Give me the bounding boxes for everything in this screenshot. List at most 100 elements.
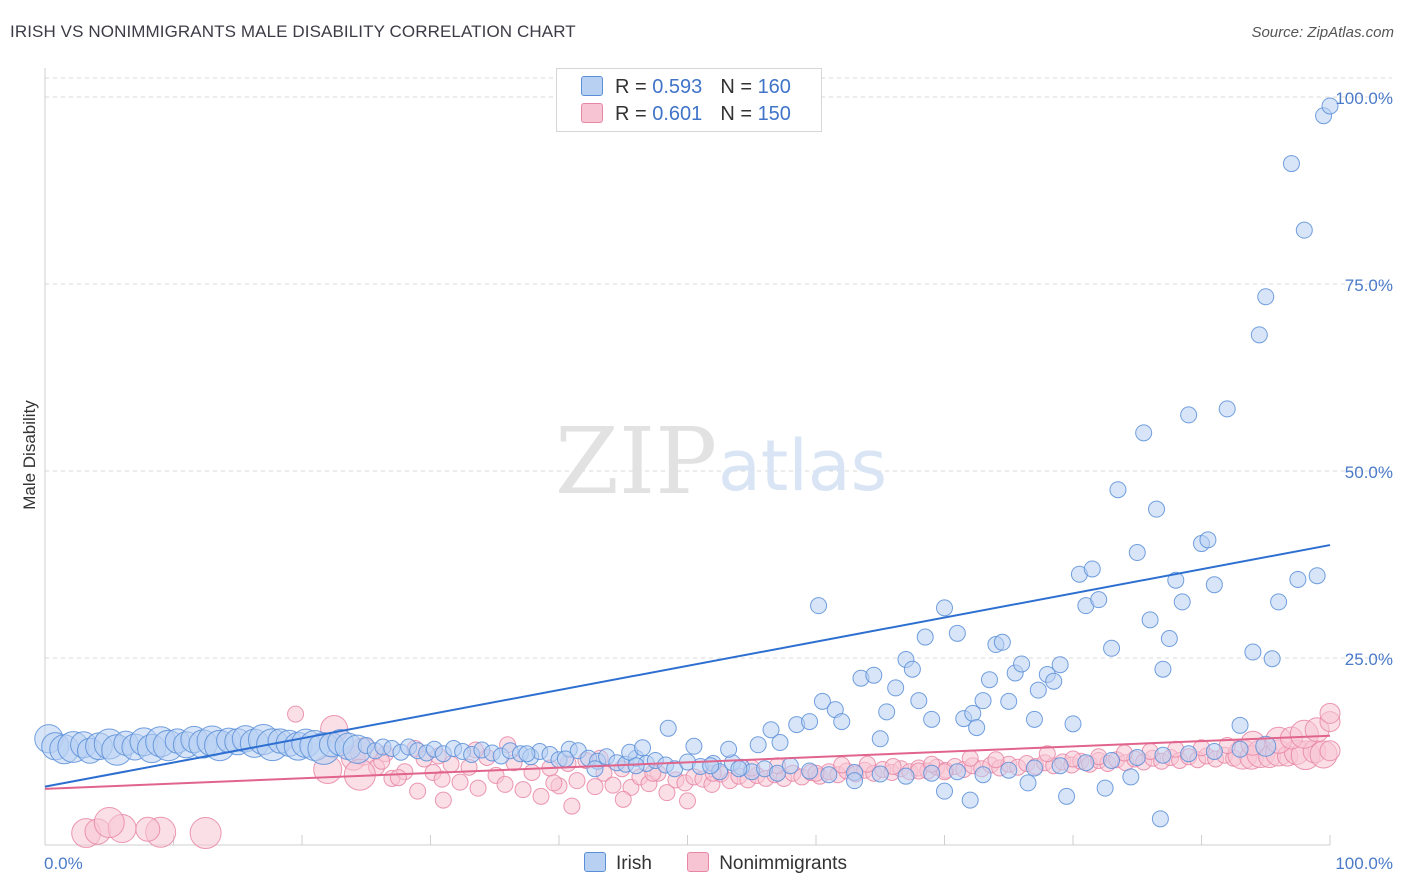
nonimmigrants-point [532, 787, 550, 805]
irish-point [1103, 751, 1121, 769]
irish-point [1103, 639, 1121, 657]
irish-point [1218, 400, 1236, 418]
legend-item-nonimmigrants: Nonimmigrants [687, 852, 847, 875]
irish-point [923, 764, 941, 782]
irish-point [1019, 774, 1037, 792]
irish-point [887, 679, 905, 697]
irish-point [846, 772, 864, 790]
irish-point [627, 757, 645, 775]
legend-n-label: N = [720, 76, 758, 98]
irish-point [1154, 660, 1172, 678]
legend-n-value-nonimmigrants: 150 [757, 103, 791, 125]
irish-point [768, 764, 786, 782]
nonimmigrants-point [658, 784, 676, 802]
nonimmigrants-point [614, 790, 632, 808]
irish-point [1141, 611, 1159, 629]
irish-point [1077, 754, 1095, 772]
x-tick-label-end: 100.0% [1335, 854, 1393, 873]
x-tick-label-start: 0.0% [44, 854, 83, 873]
irish-point [685, 737, 703, 755]
watermark-zip: ZIP [555, 408, 717, 515]
irish-point [1160, 630, 1178, 648]
irish-point [1154, 746, 1172, 764]
nonimmigrants-point [287, 705, 305, 723]
irish-point [813, 692, 831, 710]
legend-row-irish: R = 0.593 N = 160 [581, 76, 791, 99]
y-tick-label: 75.0% [1345, 276, 1393, 295]
chart-title: IRISH VS NONIMMIGRANTS MALE DISABILITY C… [10, 22, 576, 41]
nonimmigrants-point [987, 751, 1005, 769]
irish-point [1180, 745, 1198, 763]
irish-point [1000, 761, 1018, 779]
nonimmigrants-point [563, 797, 581, 815]
nonimmigrants-point [884, 757, 902, 775]
nonimmigrants-point [1319, 740, 1341, 762]
legend-item-irish: Irish [584, 852, 652, 875]
irish-point [923, 710, 941, 728]
irish-point [1250, 326, 1268, 344]
irish-point [1199, 531, 1217, 549]
irish-point [518, 745, 536, 763]
irish-point [980, 671, 998, 689]
irish-point [1025, 710, 1043, 728]
irish-point [720, 740, 738, 758]
nonimmigrants-point [389, 769, 407, 787]
irish-point [1058, 787, 1076, 805]
irish-point [903, 660, 921, 678]
nonimmigrants-point [93, 807, 125, 839]
legend-r-label: R = [615, 76, 653, 98]
irish-point [810, 597, 828, 615]
irish-point [1109, 481, 1127, 499]
irish-point [1051, 656, 1069, 674]
nonimmigrants-point [433, 770, 451, 788]
irish-point [974, 692, 992, 710]
irish-point [1255, 735, 1277, 757]
series-legend: Irish Nonimmigrants [584, 852, 877, 875]
y-tick-label: 100.0% [1335, 89, 1393, 108]
irish-point [916, 628, 934, 646]
nonimmigrants-point [523, 763, 541, 781]
irish-point [1205, 576, 1223, 594]
irish-point [1205, 743, 1223, 760]
irish-point [1257, 288, 1275, 306]
legend-r-label: R = [615, 103, 653, 125]
irish-point [936, 782, 953, 800]
irish-point [1289, 570, 1307, 588]
irish-point [878, 703, 896, 721]
irish-point [1148, 500, 1166, 518]
irish-trend-line [44, 544, 1331, 788]
irish-point [1244, 643, 1262, 661]
irish-point [1151, 810, 1169, 828]
irish-swatch-icon [584, 852, 606, 872]
irish-point [771, 734, 789, 752]
nonimmigrants-point [1319, 702, 1341, 724]
irish-point [1308, 567, 1326, 585]
nonimmigrants-swatch-icon [581, 103, 603, 123]
irish-point [948, 624, 966, 642]
irish-point [993, 633, 1011, 651]
nonimmigrants-point [586, 778, 604, 796]
correlation-legend: R = 0.593 N = 160 R = 0.601 N = 150 [556, 68, 822, 132]
nonimmigrants-point [961, 749, 979, 767]
irish-point [702, 757, 720, 775]
nonimmigrants-point [135, 816, 161, 842]
irish-point [781, 757, 799, 775]
nonimmigrants-point [545, 774, 563, 792]
irish-point [1128, 748, 1146, 766]
irish-point [968, 719, 986, 737]
nonimmigrants-point [469, 779, 487, 797]
irish-point [910, 692, 928, 710]
irish-point [897, 767, 915, 785]
nonimmigrants-trend-line [44, 734, 1331, 790]
irish-point [1321, 97, 1339, 115]
irish-point [871, 765, 889, 783]
legend-n-label: N = [720, 103, 758, 125]
irish-point [1231, 716, 1249, 734]
irish-point [833, 713, 851, 731]
irish-point [936, 599, 953, 617]
irish-point [871, 730, 889, 748]
irish-point [1167, 571, 1185, 589]
irish-point [586, 760, 604, 778]
irish-point [659, 719, 677, 737]
